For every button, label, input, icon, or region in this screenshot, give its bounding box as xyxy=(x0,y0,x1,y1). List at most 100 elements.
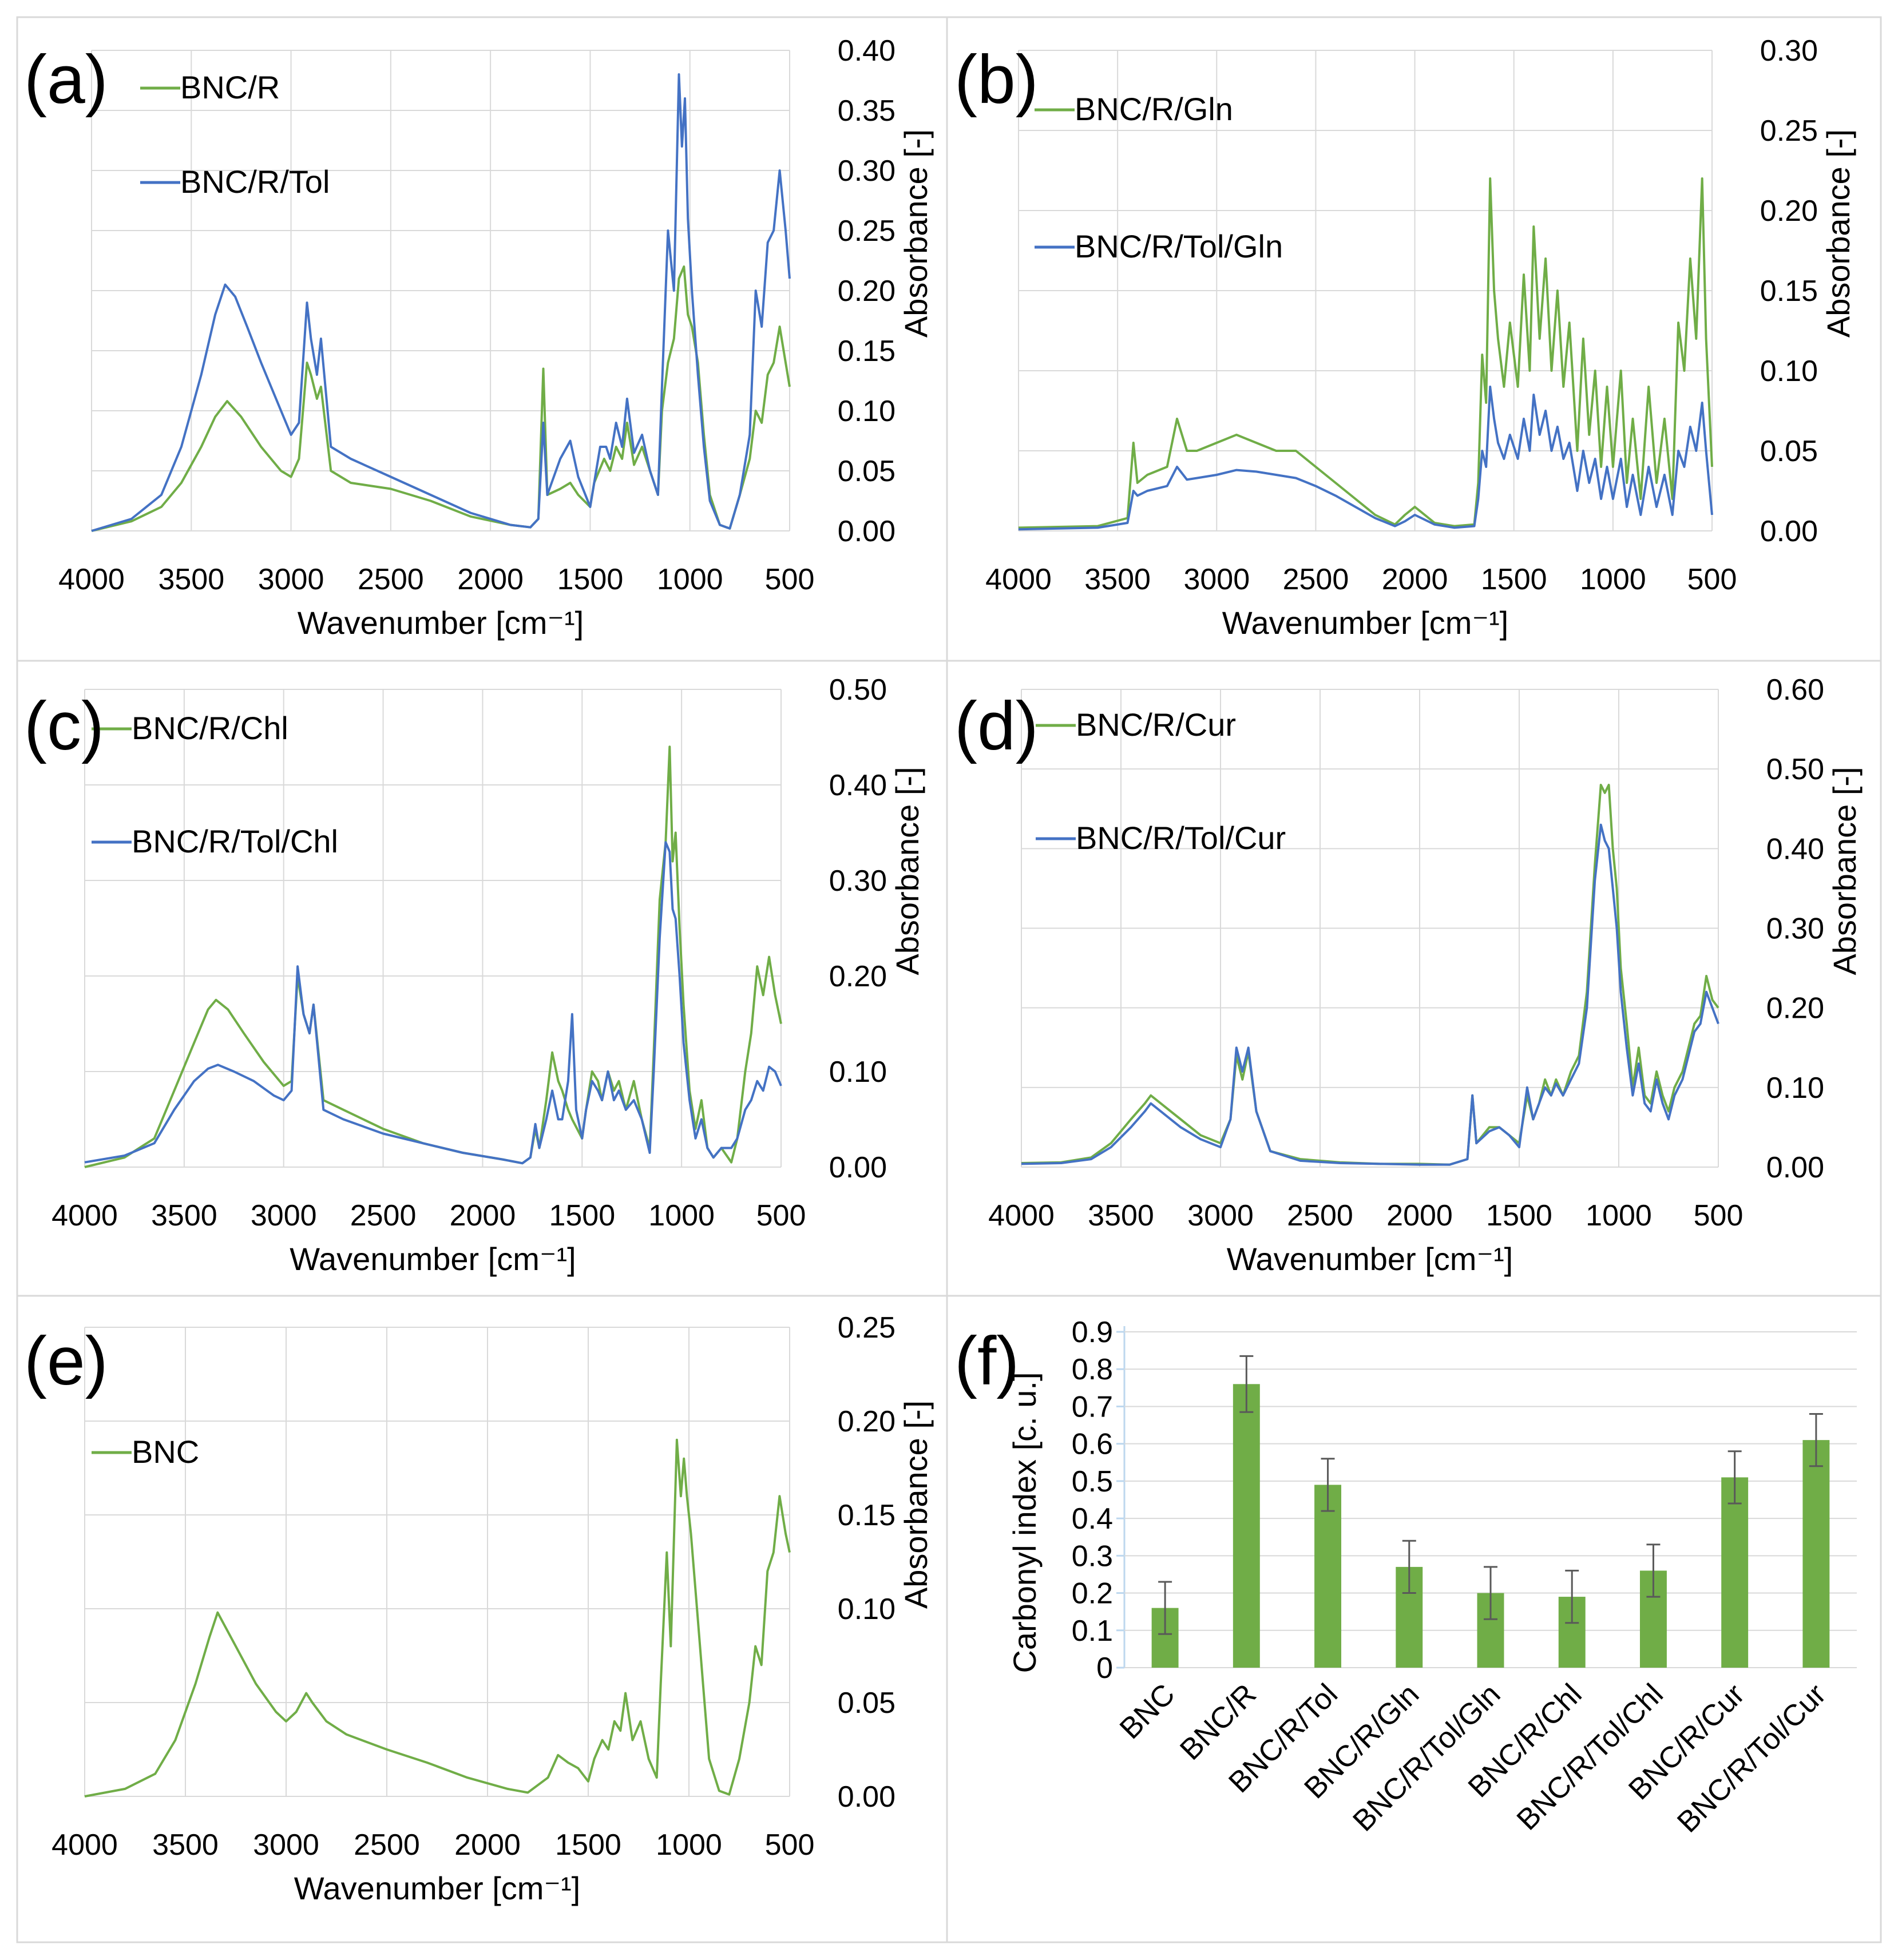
x-tick-label: 1500 xyxy=(549,1199,615,1232)
y-tick-label: 0.35 xyxy=(838,94,895,128)
bar-bnc-r-tol xyxy=(1314,1485,1342,1668)
x-tick-label: 3000 xyxy=(251,1199,317,1232)
panel-frame xyxy=(946,16,1882,662)
y-tick-label: 0.25 xyxy=(838,1311,895,1344)
panel-a: 0.00 0.05 0.10 0.15 0.20 0.25 0.30 0.35 0.40 4000… xyxy=(16,16,948,662)
y-axis-title: Absorbance [-] xyxy=(1826,767,1863,975)
legend-label: BNC/R/Tol/Chl xyxy=(132,823,338,859)
y-tick-label: 0.05 xyxy=(838,1687,895,1720)
y-axis-title: Absorbance [-] xyxy=(898,1400,934,1609)
y-tick-label: 0.2 xyxy=(1072,1577,1113,1610)
x-axis-title: Wavenumber [cm⁻¹] xyxy=(1227,1241,1513,1277)
panel-frame xyxy=(16,1295,948,1943)
legend-label: BNC/R/Gln xyxy=(1075,91,1233,127)
y-tick-label: 0.25 xyxy=(838,215,895,248)
panel-d: 0.00 0.10 0.20 0.30 0.40 0.50 0.60 4000 3500 3000… xyxy=(946,660,1882,1297)
x-tick-label: 2000 xyxy=(1386,1199,1453,1232)
x-tick-label: 2500 xyxy=(350,1199,417,1232)
x-tick-label: 1000 xyxy=(657,563,723,596)
y-tick-label: 0.40 xyxy=(838,34,895,68)
x-tick-label: 2500 xyxy=(1287,1199,1353,1232)
x-tick-label: 1000 xyxy=(1580,563,1646,596)
x-tick-label: 3500 xyxy=(1088,1199,1154,1232)
x-tick-label: 2000 xyxy=(450,1199,516,1232)
x-tick-label: 2500 xyxy=(358,563,424,596)
y-tick-label: 0.50 xyxy=(829,673,887,707)
y-tick-label: 0.30 xyxy=(829,864,887,898)
series-line-bnc xyxy=(84,1438,791,1798)
x-tick-label: 2000 xyxy=(457,563,524,596)
x-axis-title: Wavenumber [cm⁻¹] xyxy=(298,605,584,641)
x-tick-label: 1000 xyxy=(656,1828,722,1862)
series-line-bnc-r-tol-chl xyxy=(84,841,782,1165)
y-axis-title: Absorbance [-] xyxy=(1820,129,1856,338)
x-tick-label: 4000 xyxy=(988,1199,1055,1232)
y-tick-label: 0.15 xyxy=(838,335,895,368)
y-tick-label: 0.00 xyxy=(1760,515,1818,548)
panel-letter-label: (c) xyxy=(24,688,104,764)
panel-f: 0 0.1 0.2 0.3 0.4 0.5 0.6 0.7 0.8 0.9 Carbonyl ind… xyxy=(946,1295,1882,1943)
panel-frame xyxy=(946,660,1882,1297)
x-tick-label: 1500 xyxy=(557,563,624,596)
bar-bnc-r-tol-cur xyxy=(1802,1440,1830,1668)
y-tick-label: 0 xyxy=(1096,1652,1113,1685)
x-tick-label: 4000 xyxy=(985,563,1052,596)
x-tick-label: 1500 xyxy=(1486,1199,1552,1232)
x-tick-label: 500 xyxy=(1694,1199,1744,1232)
legend-label: BNC xyxy=(132,1434,199,1470)
x-tick-label: 1000 xyxy=(648,1199,715,1232)
panel-letter-label: (a) xyxy=(24,41,108,118)
legend-label: BNC/R/Tol/Cur xyxy=(1076,820,1286,856)
y-tick-label: 0.6 xyxy=(1072,1428,1113,1461)
panel-frame xyxy=(16,16,948,662)
y-tick-label: 0.20 xyxy=(838,1405,895,1438)
y-tick-label: 0.20 xyxy=(1766,992,1824,1025)
x-tick-label: 1500 xyxy=(1481,563,1547,596)
y-tick-label: 0.10 xyxy=(1760,355,1818,388)
x-tick-label: 4000 xyxy=(58,563,125,596)
y-tick-label: 0.20 xyxy=(1760,195,1818,228)
series-line-bnc-r-tol-cur xyxy=(1021,823,1719,1166)
y-axis-title: Absorbance [-] xyxy=(889,767,925,975)
x-tick-label: 500 xyxy=(765,1828,815,1862)
y-tick-label: 0.10 xyxy=(829,1056,887,1089)
panel-letter-label: (f) xyxy=(954,1323,1019,1399)
panel-b: 0.00 0.05 0.10 0.15 0.20 0.25 0.30 4000 3500 3000… xyxy=(946,16,1882,662)
legend-label: BNC/R xyxy=(180,69,280,105)
x-tick-label: 3500 xyxy=(151,1199,217,1232)
y-tick-label: 0.00 xyxy=(838,1780,895,1814)
x-tick-label: 500 xyxy=(765,563,815,596)
x-tick-label: 2500 xyxy=(354,1828,420,1862)
x-tick-label: 500 xyxy=(1687,563,1737,596)
panel-c: 0.00 0.10 0.20 0.30 0.40 0.50 4000 3500 3000 2500… xyxy=(16,660,948,1297)
y-tick-label: 0.15 xyxy=(1760,275,1818,308)
y-axis-title: Absorbance [-] xyxy=(898,129,934,338)
x-tick-label: 2500 xyxy=(1283,563,1349,596)
y-tick-label: 0.30 xyxy=(1766,912,1824,946)
y-tick-label: 0.05 xyxy=(1760,435,1818,468)
y-tick-label: 0.30 xyxy=(1760,34,1818,68)
panel-letter-label: (b) xyxy=(954,41,1039,118)
series-line-bnc-r-gln xyxy=(1018,177,1713,529)
x-tick-label: 3000 xyxy=(258,563,324,596)
y-tick-label: 0.40 xyxy=(829,769,887,802)
x-axis-title: Wavenumber [cm⁻¹] xyxy=(294,1870,580,1906)
legend-label: BNC/R/Tol/Gln xyxy=(1075,228,1283,264)
bar-bnc-r xyxy=(1233,1384,1260,1668)
y-tick-label: 0.7 xyxy=(1072,1390,1113,1423)
y-tick-label: 0.00 xyxy=(838,515,895,548)
y-tick-label: 0.10 xyxy=(1766,1072,1824,1105)
y-tick-label: 0.5 xyxy=(1072,1465,1113,1498)
x-tick-label: 4000 xyxy=(51,1828,118,1862)
x-tick-label: 2000 xyxy=(454,1828,521,1862)
y-tick-label: 0.10 xyxy=(838,1593,895,1626)
y-tick-label: 0.15 xyxy=(838,1499,895,1532)
y-axis-title: Carbonyl index [c. u.] xyxy=(1007,1372,1043,1673)
y-tick-label: 0.20 xyxy=(838,275,895,308)
panel-letter-label: (d) xyxy=(954,688,1039,764)
y-tick-label: 0.40 xyxy=(1766,832,1824,866)
y-tick-label: 0.25 xyxy=(1760,114,1818,148)
y-tick-label: 0.60 xyxy=(1766,673,1824,707)
y-tick-label: 0.20 xyxy=(829,960,887,993)
x-tick-label: 3500 xyxy=(158,563,224,596)
